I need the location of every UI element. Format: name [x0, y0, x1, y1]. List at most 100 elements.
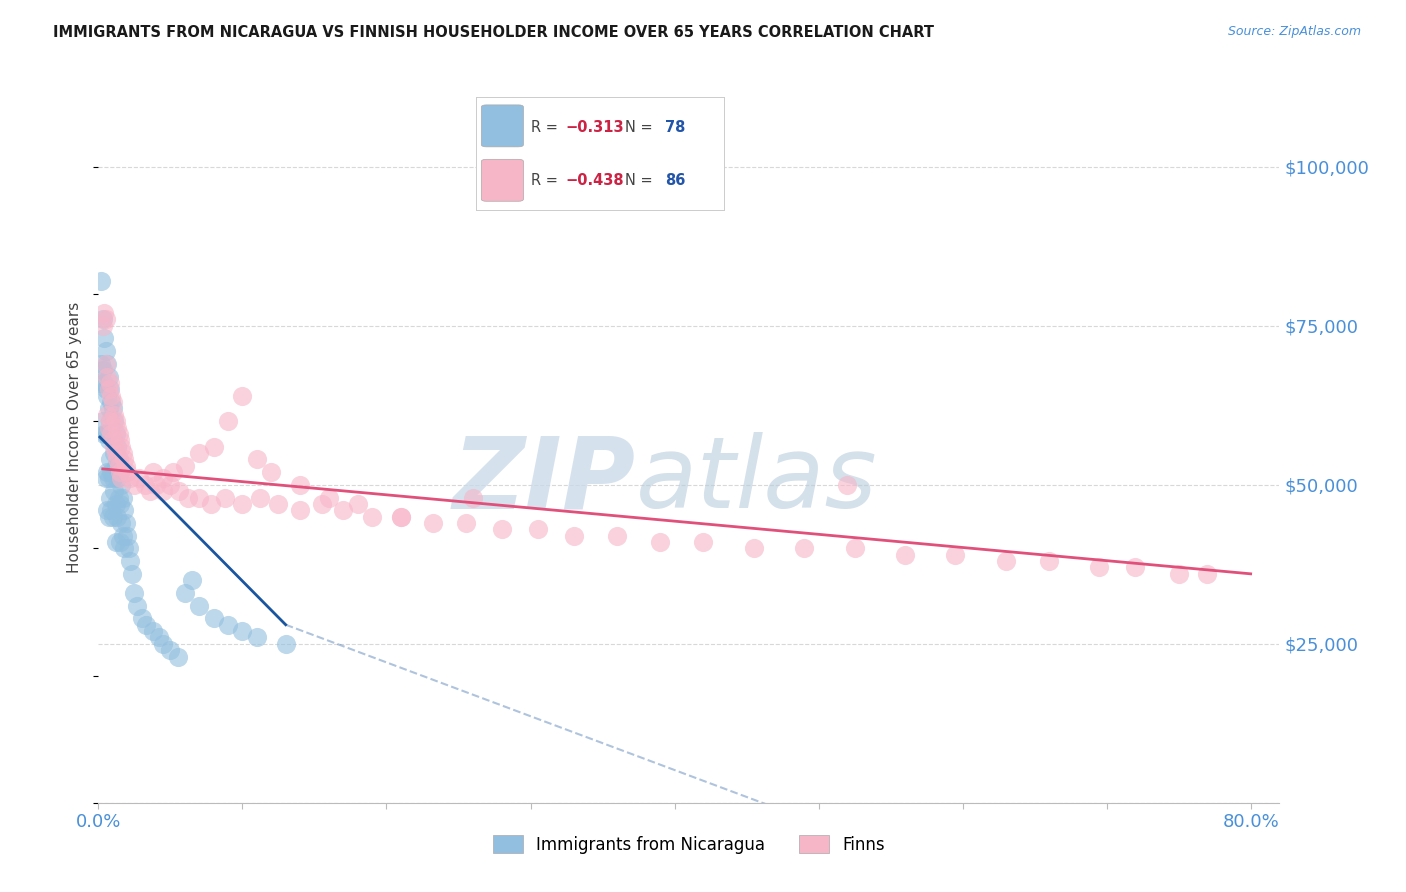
Point: [101, 434, 124, 448]
Point: [454, 516, 477, 530]
Point: [142, 465, 165, 479]
Point: [101, 401, 124, 416]
Point: [115, 465, 138, 479]
Point: [246, 631, 269, 645]
Point: [108, 465, 131, 479]
Point: [103, 484, 125, 499]
Point: [100, 395, 122, 409]
Point: [100, 426, 122, 441]
Point: [145, 477, 167, 491]
Point: [101, 434, 124, 448]
Point: [101, 509, 124, 524]
Point: [105, 509, 128, 524]
Point: [267, 497, 290, 511]
Text: IMMIGRANTS FROM NICARAGUA VS FINNISH HOUSEHOLDER INCOME OVER 65 YEARS CORRELATIO: IMMIGRANTS FROM NICARAGUA VS FINNISH HOU…: [53, 25, 935, 40]
Point: [131, 611, 153, 625]
Point: [844, 541, 866, 556]
Point: [97, 509, 120, 524]
Point: [188, 446, 211, 460]
Point: [118, 541, 141, 556]
Point: [231, 624, 253, 638]
Point: [98, 376, 121, 390]
Point: [332, 503, 354, 517]
Point: [91, 414, 114, 428]
Point: [121, 566, 143, 581]
Point: [93, 376, 115, 390]
Point: [650, 535, 672, 549]
Point: [107, 491, 129, 505]
Point: [91, 363, 114, 377]
Point: [107, 426, 129, 441]
Point: [1167, 566, 1189, 581]
Point: [98, 414, 121, 428]
Point: [1197, 566, 1219, 581]
Point: [837, 477, 859, 491]
Point: [606, 529, 628, 543]
Point: [742, 541, 765, 556]
Point: [105, 471, 128, 485]
Point: [231, 389, 253, 403]
Point: [89, 376, 111, 390]
Point: [108, 434, 131, 448]
Point: [103, 446, 125, 460]
Point: [105, 440, 128, 454]
Point: [93, 306, 115, 320]
Point: [134, 477, 156, 491]
Point: [188, 491, 211, 505]
Point: [93, 331, 115, 345]
Point: [389, 509, 412, 524]
Point: [124, 477, 146, 491]
Point: [104, 535, 127, 549]
Point: [166, 649, 188, 664]
Point: [114, 458, 136, 473]
Point: [461, 491, 484, 505]
Point: [202, 611, 225, 625]
Point: [139, 484, 162, 499]
Point: [112, 541, 135, 556]
Point: [152, 471, 174, 485]
Point: [793, 541, 815, 556]
Point: [103, 414, 125, 428]
Point: [188, 599, 211, 613]
Point: [152, 484, 174, 499]
Point: [217, 414, 239, 428]
Point: [104, 414, 127, 428]
Point: [108, 535, 131, 549]
Point: [97, 434, 120, 448]
Point: [111, 446, 134, 460]
Point: [1038, 554, 1060, 568]
Point: [97, 401, 120, 416]
Point: [107, 452, 129, 467]
Point: [96, 369, 118, 384]
Point: [202, 440, 225, 454]
Point: [98, 452, 121, 467]
Point: [98, 383, 121, 397]
Point: [112, 452, 135, 467]
Point: [562, 529, 585, 543]
Point: [692, 535, 714, 549]
Point: [111, 491, 134, 505]
Point: [91, 318, 114, 333]
Point: [94, 357, 117, 371]
Point: [104, 458, 127, 473]
Point: [104, 446, 127, 460]
Point: [214, 491, 236, 505]
Point: [100, 426, 122, 441]
Point: [124, 586, 146, 600]
Point: [97, 471, 120, 485]
Point: [96, 408, 118, 422]
Point: [159, 643, 181, 657]
Point: [148, 631, 170, 645]
Point: [288, 477, 311, 491]
Point: [105, 420, 128, 434]
Point: [167, 484, 190, 499]
Point: [108, 497, 131, 511]
Point: [311, 497, 333, 511]
Point: [105, 452, 128, 467]
Point: [152, 637, 174, 651]
Point: [96, 357, 118, 371]
Point: [97, 420, 120, 434]
Point: [159, 477, 181, 491]
Point: [104, 426, 127, 441]
Point: [526, 522, 548, 536]
